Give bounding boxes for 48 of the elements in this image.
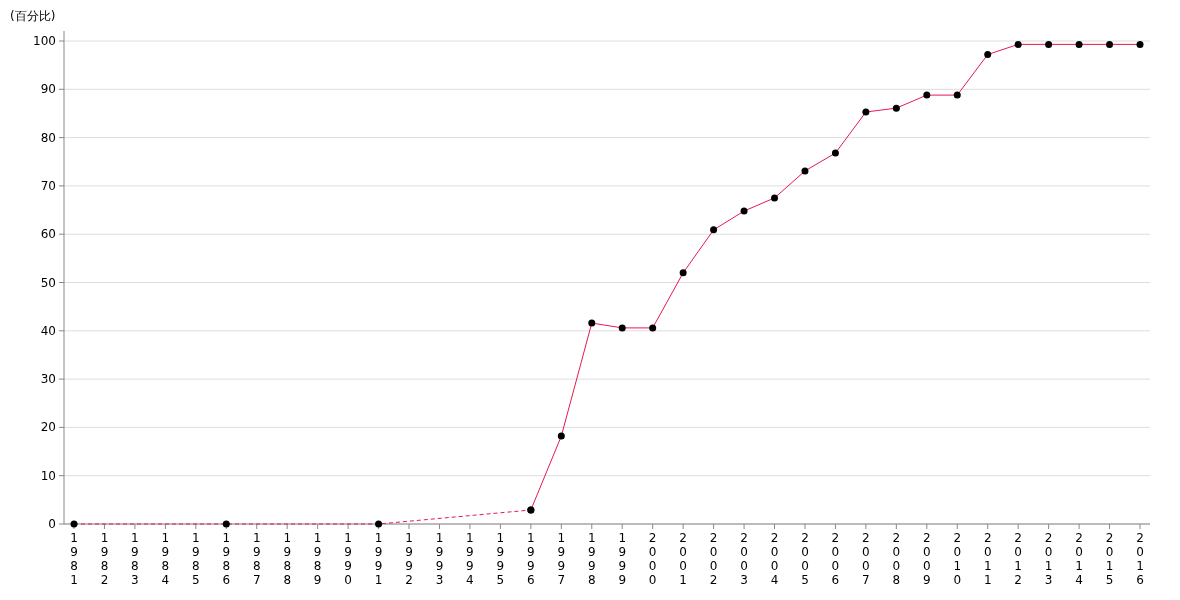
x-tick-label: 1985: [192, 531, 200, 587]
x-tick-label: 2002: [709, 531, 718, 587]
y-tick-label: 50: [40, 275, 56, 290]
y-tick-label: 60: [40, 227, 56, 242]
x-tick-label: 2003: [740, 531, 748, 587]
x-tick-label: 1990: [344, 531, 352, 587]
x-tick-label: 1998: [587, 531, 596, 587]
x-tick-label: 2010: [953, 531, 962, 587]
x-tick-label: 2011: [983, 531, 992, 587]
x-tick-label: 1993: [435, 531, 444, 587]
x-tick-label: 2004: [770, 531, 779, 587]
x-tick-label: 2007: [862, 531, 870, 587]
x-tick-label: 2012: [1014, 531, 1022, 587]
x-tick-label: 1991: [374, 531, 383, 587]
x-tick-label: 1988: [283, 531, 292, 587]
x-tick-label: 2013: [1044, 531, 1053, 587]
x-tick-label: 1999: [618, 531, 627, 587]
x-tick-label: 1984: [161, 531, 170, 587]
x-tick-label: 2014: [1075, 531, 1083, 587]
y-tick-label: 30: [40, 372, 56, 387]
x-tick-label: 2016: [1136, 531, 1144, 587]
y-tick-label: 90: [40, 82, 56, 97]
y-tick-label: 70: [40, 178, 56, 193]
y-tick-label: 20: [40, 420, 56, 435]
y-tick-label: 10: [40, 468, 56, 483]
x-tick-label: 1992: [405, 531, 413, 587]
x-tick-label: 1987: [252, 531, 261, 587]
x-tick-label: 1986: [222, 531, 231, 587]
x-tick-label: 1995: [496, 531, 505, 587]
x-tick-label: 2001: [679, 531, 687, 587]
x-tick-label: 1982: [100, 531, 109, 587]
x-tick-label: 2009: [922, 531, 931, 587]
y-axis-title: (百分比): [10, 9, 56, 23]
x-tick-label: 1981: [70, 531, 78, 587]
x-tick-label: 1983: [131, 531, 139, 587]
x-tick-label: 2000: [648, 531, 657, 587]
x-tick-label: 2005: [801, 531, 809, 587]
x-tick-label: 2006: [831, 531, 840, 587]
y-tick-label: 40: [40, 323, 56, 338]
y-tick-label: 0: [48, 517, 56, 531]
y-tick-label: 80: [40, 130, 56, 145]
x-tick-label: 2015: [1105, 531, 1114, 587]
x-tick-label: 1997: [557, 531, 566, 587]
x-tick-label: 1994: [466, 531, 474, 587]
x-tick-label: 1989: [313, 531, 322, 587]
x-tick-label: 1996: [527, 531, 535, 587]
x-tick-label: 2008: [892, 531, 901, 587]
y-tick-label: 100: [33, 34, 56, 48]
